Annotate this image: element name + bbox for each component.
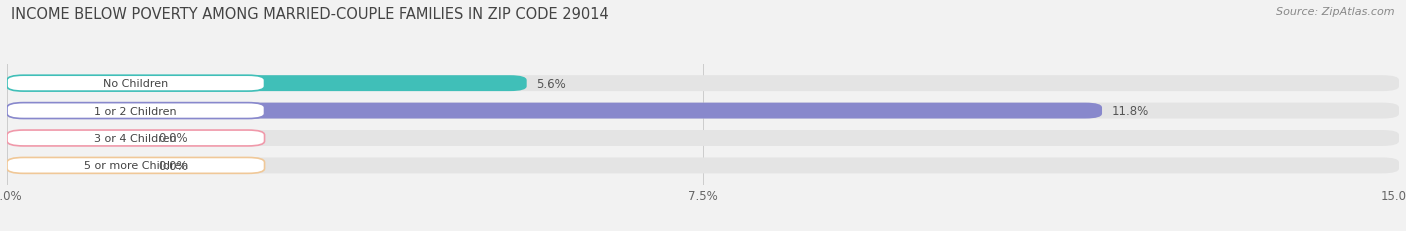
FancyBboxPatch shape: [7, 158, 264, 174]
FancyBboxPatch shape: [7, 103, 1399, 119]
FancyBboxPatch shape: [7, 76, 527, 92]
Text: 11.8%: 11.8%: [1111, 105, 1149, 118]
FancyBboxPatch shape: [7, 131, 1399, 146]
Text: 3 or 4 Children: 3 or 4 Children: [94, 134, 177, 143]
Text: No Children: No Children: [103, 79, 169, 89]
Text: 0.0%: 0.0%: [157, 159, 187, 172]
Text: 0.0%: 0.0%: [157, 132, 187, 145]
FancyBboxPatch shape: [7, 103, 264, 119]
FancyBboxPatch shape: [7, 103, 1102, 119]
Text: INCOME BELOW POVERTY AMONG MARRIED-COUPLE FAMILIES IN ZIP CODE 29014: INCOME BELOW POVERTY AMONG MARRIED-COUPL…: [11, 7, 609, 22]
FancyBboxPatch shape: [7, 76, 1399, 92]
FancyBboxPatch shape: [7, 158, 1399, 174]
FancyBboxPatch shape: [7, 158, 149, 174]
Text: 5 or more Children: 5 or more Children: [83, 161, 188, 171]
Text: Source: ZipAtlas.com: Source: ZipAtlas.com: [1277, 7, 1395, 17]
FancyBboxPatch shape: [7, 76, 264, 92]
Text: 5.6%: 5.6%: [536, 77, 565, 90]
FancyBboxPatch shape: [7, 131, 149, 146]
Text: 1 or 2 Children: 1 or 2 Children: [94, 106, 177, 116]
FancyBboxPatch shape: [7, 131, 264, 146]
